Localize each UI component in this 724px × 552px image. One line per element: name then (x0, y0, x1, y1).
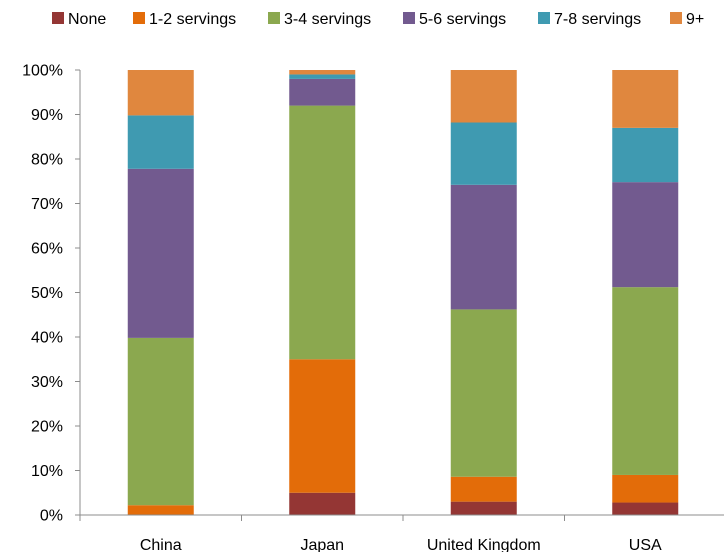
y-tick-label: 0% (40, 508, 63, 525)
y-tick-label: 10% (31, 463, 63, 480)
legend-label-1-2-servings: 1-2 servings (149, 11, 236, 28)
bar-segment-usa-7-8-servings (612, 127, 679, 183)
bar-segment-japan-none (289, 492, 356, 515)
bar-segment-united-kingdom-5-6-servings (450, 184, 517, 310)
y-tick-label: 80% (31, 152, 63, 169)
y-tick-label: 20% (31, 419, 63, 436)
bar-segment-china-7-8-servings (127, 115, 194, 169)
legend-swatch-3-4-servings (268, 12, 280, 24)
y-tick-label: 30% (31, 374, 63, 391)
x-axis: China Japan United Kingdom USA (79, 514, 724, 552)
bars (127, 70, 679, 515)
bar-segment-china-5-6-servings (127, 168, 194, 338)
x-tick-label-united-kingdom: United Kingdom (427, 537, 541, 552)
y-tick-label: 70% (31, 196, 63, 213)
legend-swatch-1-2-servings (133, 12, 145, 24)
x-tick-label-usa: USA (629, 537, 662, 552)
bar-segment-united-kingdom-9 (450, 70, 517, 123)
legend-swatch-9 (670, 12, 682, 24)
legend-swatch-5-6-servings (403, 12, 415, 24)
bar-segment-japan-9 (289, 70, 356, 75)
bar-segment-usa-9 (612, 70, 679, 128)
y-tick-label: 60% (31, 241, 63, 258)
y-tick-label: 50% (31, 285, 63, 302)
y-tick-label: 100% (22, 63, 63, 80)
legend-swatch-7-8-servings (538, 12, 550, 24)
bar-segment-united-kingdom-none (450, 501, 517, 515)
bar-segment-japan-5-6-servings (289, 78, 356, 106)
bar-segment-japan-7-8-servings (289, 74, 356, 79)
legend: None 1-2 servings 3-4 servings 5-6 servings… (52, 11, 704, 28)
y-tick-label: 90% (31, 107, 63, 124)
legend-swatch-none (52, 12, 64, 24)
bar-segment-china-9 (127, 70, 194, 116)
bar-segment-usa-none (612, 502, 679, 515)
y-tick-label: 40% (31, 330, 63, 347)
legend-label-7-8-servings: 7-8 servings (554, 11, 641, 28)
bar-segment-usa-5-6-servings (612, 182, 679, 288)
legend-label-none: None (68, 11, 106, 28)
legend-label-5-6-servings: 5-6 servings (419, 11, 506, 28)
bar-segment-japan-3-4-servings (289, 105, 356, 360)
x-tick-label-china: China (140, 537, 182, 552)
bar-segment-united-kingdom-7-8-servings (450, 122, 517, 185)
legend-label-3-4-servings: 3-4 servings (284, 11, 371, 28)
x-tick-label-japan: Japan (300, 537, 344, 552)
bar-segment-usa-1-2-servings (612, 474, 679, 503)
bar-segment-united-kingdom-3-4-servings (450, 309, 517, 477)
bar-segment-usa-3-4-servings (612, 287, 679, 475)
bar-segment-china-1-2-servings (127, 505, 194, 515)
legend-label-9: 9+ (686, 11, 704, 28)
bar-segment-japan-1-2-servings (289, 359, 356, 493)
bar-segment-china-3-4-servings (127, 337, 194, 506)
y-axis: 0% 10% 20% 30% 40% 50% 60% 70% 80% 90% 100% (22, 63, 81, 525)
bar-segment-united-kingdom-1-2-servings (450, 476, 517, 502)
